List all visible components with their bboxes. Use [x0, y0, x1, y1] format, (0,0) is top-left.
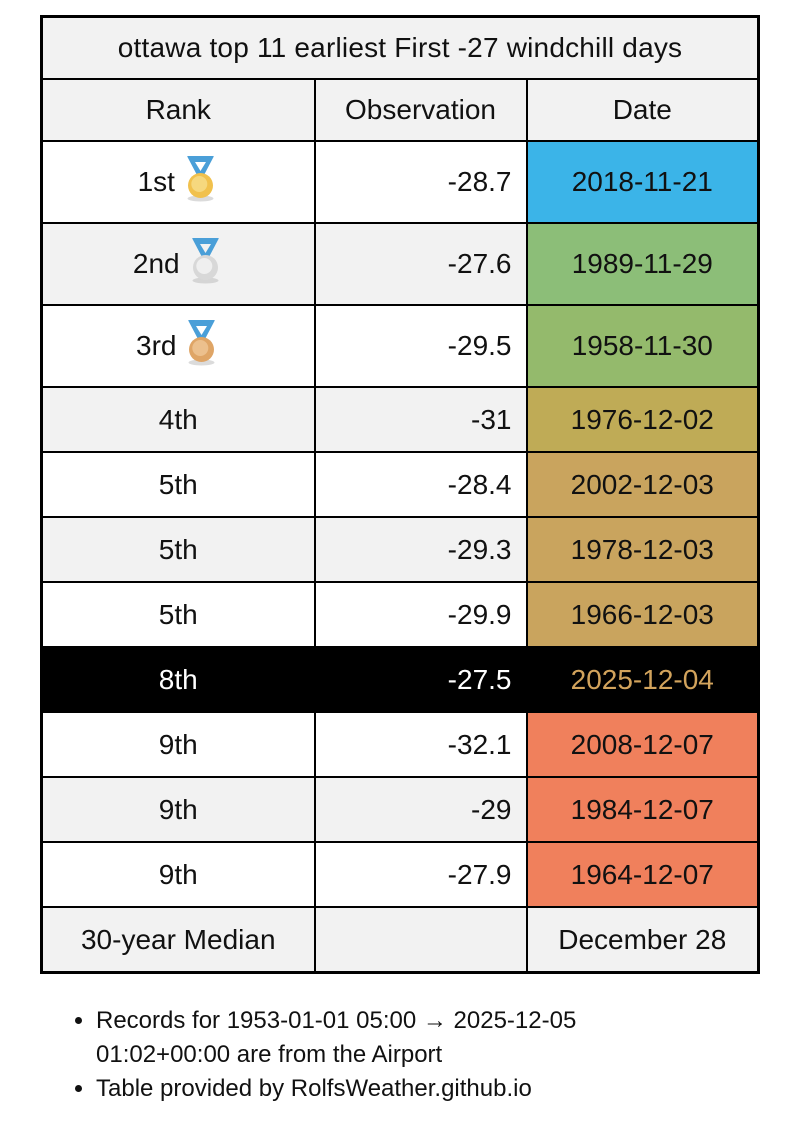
bronze-medal-icon [183, 320, 220, 366]
observation-cell: -28.7 [313, 140, 528, 224]
rank-cell: 9th [40, 841, 316, 908]
date-cell: December 28 [525, 906, 760, 974]
rank-label: 5th [158, 468, 198, 500]
rank-cell: 30-year Median [40, 906, 316, 974]
rank-cell: 5th [40, 581, 316, 648]
table-row: 30-year Median December 28 [40, 906, 760, 974]
observation-cell: -27.5 [313, 646, 528, 713]
observation-cell: -29 [313, 776, 528, 843]
rank-label: 30-year Median [80, 923, 276, 955]
rank-cell: 9th [40, 711, 316, 778]
rank-cell: 4th [40, 386, 316, 453]
table-row: 1st -28.7 2018-11-21 [40, 140, 760, 224]
observation-cell: -29.9 [313, 581, 528, 648]
table-row: 9th -29 1984-12-07 [40, 776, 760, 843]
date-cell: 2002-12-03 [525, 451, 760, 518]
column-header-rank: Rank [40, 78, 316, 142]
rank-cell: 9th [40, 776, 316, 843]
column-header-date: Date [525, 78, 760, 142]
footnote-provider: Table provided by RolfsWeather.github.io [96, 1072, 696, 1106]
table-row: 5th -28.4 2002-12-03 [40, 451, 760, 518]
rank-label: 2nd [132, 248, 180, 279]
date-cell: 2018-11-21 [525, 140, 760, 224]
table-row: 5th -29.3 1978-12-03 [40, 516, 760, 583]
rank-label: 5th [158, 533, 198, 565]
table-row: 5th -29.9 1966-12-03 [40, 581, 760, 648]
date-cell: 1966-12-03 [525, 581, 760, 648]
rank-cell: 5th [40, 516, 316, 583]
rank-cell: 2nd [40, 222, 316, 306]
date-cell: 2008-12-07 [525, 711, 760, 778]
silver-medal-icon [187, 238, 224, 284]
rank-label: 1st [137, 166, 175, 197]
observation-cell: -32.1 [313, 711, 528, 778]
gold-medal-icon [182, 156, 219, 202]
observation-cell: -31 [313, 386, 528, 453]
table-row: 8th -27.5 2025-12-04 [40, 646, 760, 713]
table-row: 4th -31 1976-12-02 [40, 386, 760, 453]
rank-label: 8th [158, 663, 198, 695]
observation-cell: -27.6 [313, 222, 528, 306]
observation-cell: -27.9 [313, 841, 528, 908]
observation-cell: -28.4 [313, 451, 528, 518]
table-title-row: ottawa top 11 earliest First -27 windchi… [40, 15, 760, 80]
table-row: 2nd -27.6 1989-11-29 [40, 222, 760, 306]
footnote-records-range: Records for 1953-01-01 05:00 → 2025-12-0… [96, 1004, 696, 1072]
rank-label: 4th [158, 403, 198, 435]
table-body: 1st -28.7 2018-11-21 2nd [40, 140, 760, 974]
table-header-row: Rank Observation Date [40, 78, 760, 142]
table-row: 9th -32.1 2008-12-07 [40, 711, 760, 778]
column-header-observation: Observation [313, 78, 528, 142]
rank-label: 5th [158, 598, 198, 630]
observation-cell [313, 906, 528, 974]
rank-label: 9th [158, 728, 198, 760]
date-cell: 1989-11-29 [525, 222, 760, 306]
date-cell: 2025-12-04 [525, 646, 760, 713]
rank-label: 9th [158, 793, 198, 825]
date-cell: 1976-12-02 [525, 386, 760, 453]
date-cell: 1964-12-07 [525, 841, 760, 908]
observation-cell: -29.5 [313, 304, 528, 388]
table-row: 3rd -29.5 1958-11-30 [40, 304, 760, 388]
rank-label: 3rd [136, 330, 177, 361]
rank-label: 9th [158, 858, 198, 890]
table-row: 9th -27.9 1964-12-07 [40, 841, 760, 908]
rank-cell: 3rd [40, 304, 316, 388]
date-cell: 1978-12-03 [525, 516, 760, 583]
date-cell: 1958-11-30 [525, 304, 760, 388]
observation-cell: -29.3 [313, 516, 528, 583]
page: ottawa top 11 earliest First -27 windchi… [0, 0, 800, 1106]
rank-cell: 1st [40, 140, 316, 224]
table-title: ottawa top 11 earliest First -27 windchi… [40, 15, 760, 80]
windchill-records-table: ottawa top 11 earliest First -27 windchi… [40, 15, 761, 974]
footnotes: Records for 1953-01-01 05:00 → 2025-12-0… [40, 1004, 800, 1106]
rank-cell: 5th [40, 451, 316, 518]
date-cell: 1984-12-07 [525, 776, 760, 843]
rank-cell: 8th [40, 646, 316, 713]
